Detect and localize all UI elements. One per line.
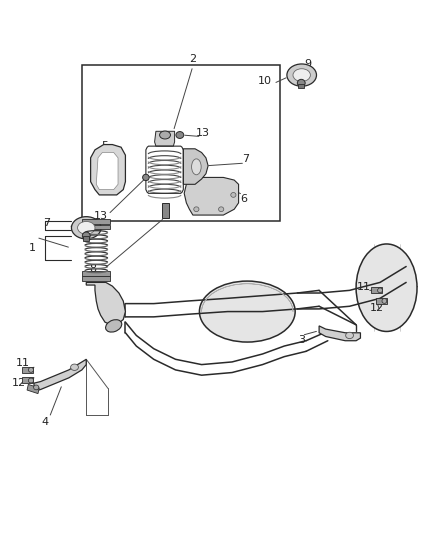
Text: 13: 13 xyxy=(195,128,209,138)
Text: 3: 3 xyxy=(298,335,305,345)
Text: 8: 8 xyxy=(89,264,96,273)
Bar xyxy=(82,276,110,281)
Bar xyxy=(27,384,39,393)
Ellipse shape xyxy=(191,159,201,175)
Ellipse shape xyxy=(176,132,184,139)
Ellipse shape xyxy=(71,216,101,239)
Ellipse shape xyxy=(231,192,236,197)
Ellipse shape xyxy=(287,64,317,86)
Text: 1: 1 xyxy=(29,243,36,253)
Ellipse shape xyxy=(159,131,170,139)
Polygon shape xyxy=(184,149,208,184)
Text: 10: 10 xyxy=(258,76,272,86)
Ellipse shape xyxy=(82,232,90,239)
Polygon shape xyxy=(155,131,175,146)
Bar xyxy=(298,84,304,88)
Ellipse shape xyxy=(194,207,199,212)
Bar xyxy=(162,204,169,218)
Bar xyxy=(371,287,382,293)
Text: 9: 9 xyxy=(304,59,311,69)
Ellipse shape xyxy=(356,244,417,332)
Bar xyxy=(376,298,387,304)
Text: 7: 7 xyxy=(43,218,51,228)
Polygon shape xyxy=(96,152,118,190)
Text: 2: 2 xyxy=(189,54,197,63)
Ellipse shape xyxy=(34,385,39,390)
Ellipse shape xyxy=(28,378,34,383)
Bar xyxy=(82,224,110,229)
Polygon shape xyxy=(91,144,125,195)
Ellipse shape xyxy=(106,320,122,332)
Text: 7: 7 xyxy=(242,154,250,164)
Polygon shape xyxy=(34,359,86,391)
Ellipse shape xyxy=(346,332,353,338)
Ellipse shape xyxy=(219,207,224,212)
Bar xyxy=(22,377,33,383)
Text: 12: 12 xyxy=(370,303,384,313)
Bar xyxy=(83,236,89,241)
Bar xyxy=(22,367,33,373)
Polygon shape xyxy=(86,282,125,325)
Text: 6: 6 xyxy=(241,193,248,204)
Text: 4: 4 xyxy=(41,417,49,427)
Ellipse shape xyxy=(297,79,305,87)
Ellipse shape xyxy=(71,364,78,370)
Text: 11: 11 xyxy=(357,281,371,292)
Text: 12: 12 xyxy=(12,378,26,388)
Ellipse shape xyxy=(143,174,149,181)
Bar xyxy=(82,65,280,221)
Bar xyxy=(82,271,110,276)
Polygon shape xyxy=(184,177,239,215)
Ellipse shape xyxy=(293,69,311,82)
Text: 13: 13 xyxy=(94,211,108,221)
Text: 5: 5 xyxy=(102,141,109,151)
Text: 11: 11 xyxy=(16,358,30,368)
Ellipse shape xyxy=(199,281,295,342)
Ellipse shape xyxy=(28,368,34,372)
Ellipse shape xyxy=(78,221,95,234)
Ellipse shape xyxy=(382,298,387,303)
Polygon shape xyxy=(319,326,360,341)
Ellipse shape xyxy=(378,288,382,293)
Bar xyxy=(82,219,110,224)
